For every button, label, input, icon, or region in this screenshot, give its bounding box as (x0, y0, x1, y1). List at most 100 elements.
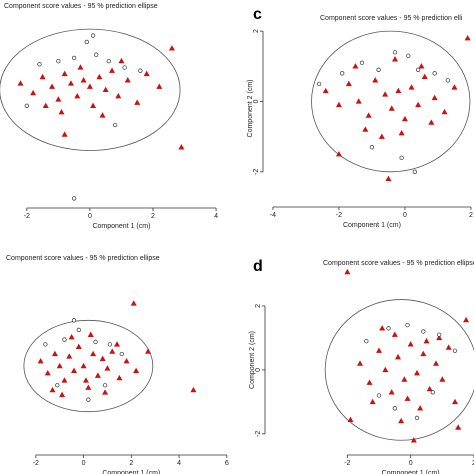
triangle-point (357, 360, 363, 366)
x-tick-label: 6 (225, 460, 229, 467)
y-tick-label: 0 (255, 368, 262, 372)
circle-point (84, 39, 89, 45)
triangle-point (417, 405, 424, 411)
triangle-point (109, 348, 116, 354)
triangle-point (115, 93, 122, 99)
triangle-point (99, 355, 106, 361)
triangle-point (42, 102, 49, 109)
triangle-point (37, 358, 44, 364)
triangle-point (143, 70, 150, 77)
circle-point (37, 62, 42, 67)
triangle-point (59, 391, 66, 398)
x-axis-label: Component 1 (cm) (92, 223, 150, 230)
x-axis-label: Component 1 (cm) (102, 470, 160, 474)
chart-title: Component score values - 95 % prediction… (323, 260, 474, 267)
triangle-point (423, 337, 430, 344)
triangle-point (398, 417, 405, 424)
x-tick-label: 2 (472, 460, 474, 467)
triangle-point (385, 175, 392, 182)
circle-point (392, 50, 398, 55)
triangle-point (378, 133, 385, 139)
triangle-point (418, 63, 425, 69)
circle-point (386, 326, 391, 331)
circle-point (86, 397, 91, 402)
chart-title: Component score values - 95 % prediction… (4, 3, 158, 10)
triangle-point (67, 80, 74, 86)
circle-point (107, 342, 112, 347)
triangle-point (421, 73, 428, 80)
triangle-point (56, 362, 63, 369)
prediction-ellipse (311, 30, 471, 173)
x-tick-label: 0 (403, 212, 407, 219)
circle-point (71, 196, 77, 201)
circle-point (445, 78, 450, 83)
circle-point (71, 55, 77, 61)
triangle-point (58, 108, 65, 115)
triangle-point (156, 83, 163, 89)
triangle-point (124, 77, 131, 83)
panel-label: d (253, 258, 263, 275)
chart-title: Component score values - 95 % prediction… (6, 255, 160, 262)
circle-point (432, 71, 437, 76)
prediction-ellipse (23, 319, 154, 413)
circle-point (376, 67, 381, 72)
triangle-point (90, 102, 97, 109)
circle-point (421, 329, 426, 334)
triangle-point (133, 367, 140, 374)
circle-point (112, 122, 118, 128)
x-tick-label: 0 (82, 460, 86, 467)
triangle-point (372, 77, 379, 83)
triangle-point (392, 56, 399, 62)
circle-point (24, 103, 29, 108)
circle-point (316, 81, 322, 87)
triangle-point (87, 331, 94, 337)
triangle-point (71, 367, 78, 374)
panel-label: c (253, 6, 262, 23)
triangle-point (388, 389, 395, 395)
triangle-point (401, 376, 408, 382)
triangle-point (404, 395, 411, 401)
circle-point (122, 65, 127, 70)
circle-point (340, 71, 345, 76)
triangle-point (398, 129, 405, 136)
triangle-point (366, 379, 373, 385)
triangle-point (388, 105, 395, 111)
triangle-point (451, 84, 458, 90)
triangle-point (190, 386, 197, 393)
circle-point (119, 351, 124, 357)
triangle-point (90, 350, 97, 357)
y-axis-label: Component 2 (cm) (249, 331, 256, 389)
triangle-point (94, 372, 101, 378)
triangle-point (114, 341, 120, 347)
triangle-point (99, 112, 106, 118)
triangle-point (80, 77, 87, 83)
prediction-ellipse (0, 28, 181, 151)
triangle-point (369, 398, 376, 405)
triangle-point (17, 80, 24, 86)
x-tick-label: -2 (24, 213, 30, 220)
triangle-point (335, 151, 342, 157)
triangle-point (415, 101, 422, 108)
triangle-point (178, 144, 185, 150)
triangle-point (439, 376, 446, 382)
triangle-point (108, 67, 115, 73)
circle-point (412, 169, 417, 174)
triangle-point (168, 45, 175, 51)
x-tick-label: 2 (469, 212, 473, 219)
x-axis-label: Component 1 (cm) (343, 222, 401, 229)
triangle-point (51, 350, 58, 357)
triangle-point (85, 384, 92, 390)
y-axis-label: Component 2 (cm) (247, 80, 254, 138)
triangle-point (407, 341, 414, 347)
triangle-point (80, 362, 87, 369)
triangle-point (455, 424, 462, 430)
chart-title: Component score values - 95 % prediction… (320, 15, 463, 22)
circle-point (62, 337, 67, 342)
prediction-ellipse (324, 299, 474, 441)
y-tick-label: 2 (255, 304, 262, 308)
circle-point (415, 67, 421, 72)
triangle-point (391, 331, 398, 337)
triangle-point (464, 34, 471, 41)
circle-point (102, 383, 108, 388)
